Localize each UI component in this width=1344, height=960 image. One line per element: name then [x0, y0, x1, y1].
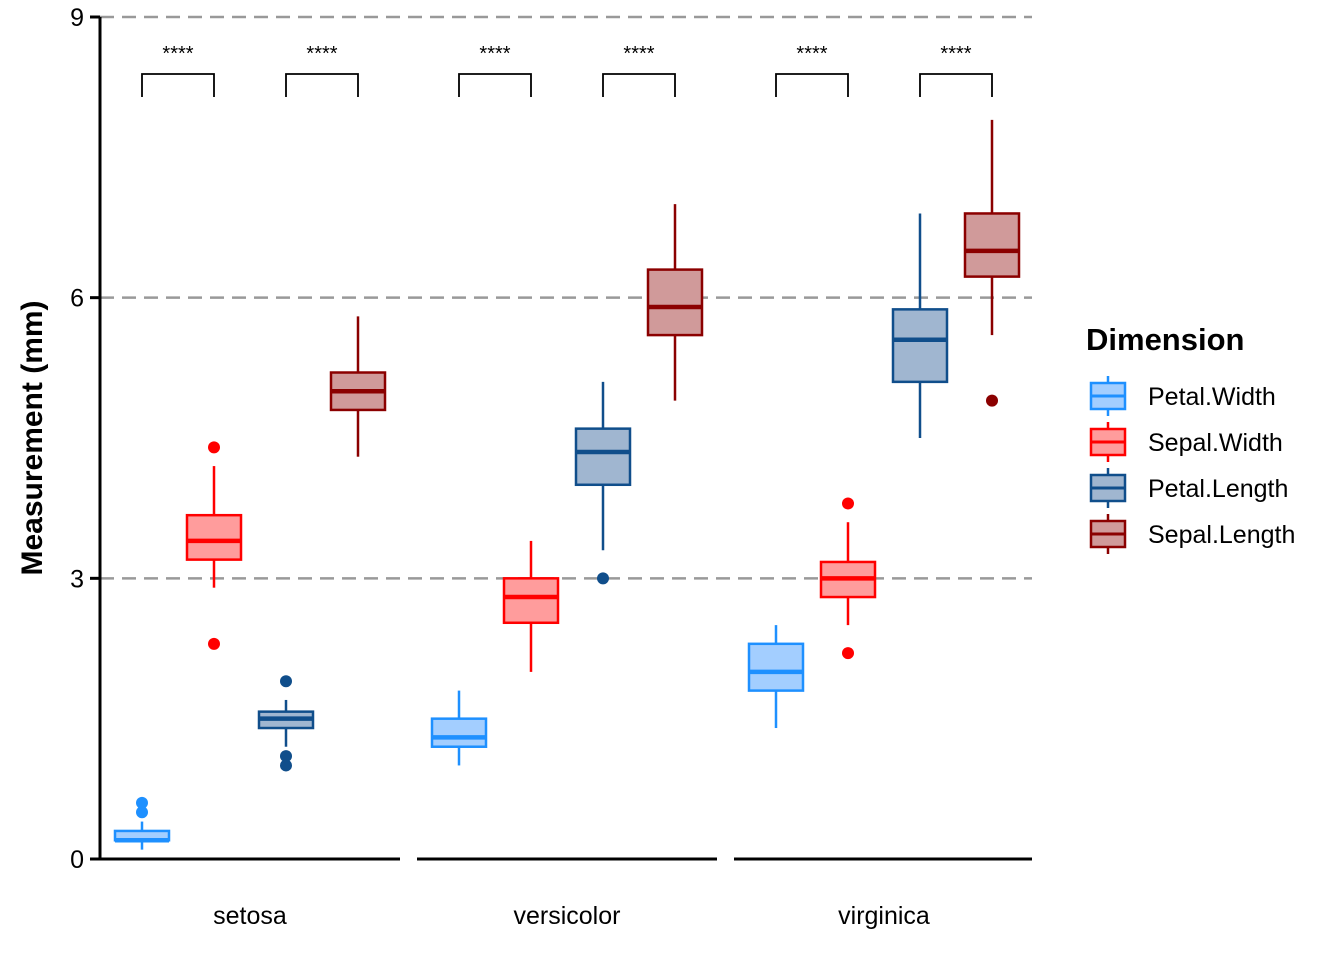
box-Petal.Length-setosa [257, 675, 315, 772]
box-Petal.Width-virginica [747, 625, 805, 729]
bracket-line [602, 73, 676, 97]
legend-label: Sepal.Width [1148, 429, 1283, 457]
outlier-point [208, 637, 220, 650]
significance-bracket: **** [141, 43, 215, 97]
legend-label: Petal.Length [1148, 475, 1288, 503]
legend-title: Dimension [1086, 322, 1244, 357]
legend-label: Petal.Width [1148, 383, 1276, 411]
significance-bracket: **** [602, 43, 676, 97]
x-category-label: setosa [213, 902, 287, 930]
box-iqr [185, 513, 243, 561]
axes: 0 3 6 9 setosa versicolor virginica [70, 4, 1032, 930]
y-tick-label: 9 [70, 4, 84, 32]
outlier-point [842, 497, 854, 510]
y-tick-label: 6 [70, 285, 84, 313]
outlier-point [986, 394, 998, 407]
box-iqr [963, 212, 1021, 278]
significance-bracket: **** [458, 43, 532, 97]
outlier-point [280, 759, 292, 772]
significance-label: **** [796, 43, 827, 65]
significance-annotations: **** **** **** **** **** **** [141, 43, 993, 97]
legend-item-Petal.Length: Petal.Length [1089, 468, 1288, 508]
box-Sepal.Width-virginica [819, 497, 877, 660]
significance-label: **** [306, 43, 337, 65]
significance-label: **** [940, 43, 971, 65]
outlier-point [280, 675, 292, 688]
box-iqr [430, 717, 488, 748]
box-Sepal.Width-versicolor [502, 540, 560, 672]
outlier-point [208, 441, 220, 454]
gridlines [100, 15, 1032, 580]
box-Petal.Width-setosa [113, 796, 171, 850]
box-iqr [747, 642, 805, 692]
bracket-line [919, 73, 993, 97]
legend-label: Sepal.Length [1148, 521, 1295, 549]
box-Sepal.Length-versicolor [646, 204, 704, 401]
legend-item-Petal.Width: Petal.Width [1089, 376, 1276, 416]
bracket-line [458, 73, 532, 97]
bracket-line [775, 73, 849, 97]
legend-item-Sepal.Length: Sepal.Length [1089, 514, 1295, 554]
y-axis-title: Measurement (mm) [16, 300, 49, 575]
outlier-point [842, 647, 854, 660]
boxplot-marks [113, 119, 1021, 850]
significance-label: **** [162, 43, 193, 65]
legend-item-Sepal.Width: Sepal.Width [1089, 422, 1283, 462]
x-category-label: versicolor [514, 902, 621, 930]
box-iqr [646, 268, 704, 337]
box-Petal.Length-versicolor [574, 381, 632, 585]
box-Petal.Width-versicolor [430, 690, 488, 766]
outlier-point [280, 750, 292, 763]
box-Sepal.Width-setosa [185, 441, 243, 650]
outlier-point [136, 796, 148, 809]
box-iqr [502, 577, 560, 625]
y-tick-label: 3 [70, 565, 84, 593]
bracket-line [285, 73, 359, 97]
outlier-point [597, 572, 609, 585]
significance-bracket: **** [775, 43, 849, 97]
outlier-point [136, 806, 148, 819]
y-tick-label: 0 [70, 846, 84, 874]
significance-label: **** [623, 43, 654, 65]
box-Sepal.Length-virginica [963, 119, 1021, 407]
box-Petal.Length-virginica [891, 213, 949, 438]
box-Sepal.Length-setosa [329, 316, 387, 457]
legend: Dimension Petal.Width Sepal.Width Petal.Le… [1086, 322, 1295, 554]
x-category-label: virginica [838, 902, 930, 930]
bracket-line [141, 73, 215, 97]
box-iqr [891, 308, 949, 384]
significance-bracket: **** [285, 43, 359, 97]
significance-bracket: **** [919, 43, 993, 97]
significance-label: **** [479, 43, 510, 65]
box-iqr [574, 427, 632, 487]
